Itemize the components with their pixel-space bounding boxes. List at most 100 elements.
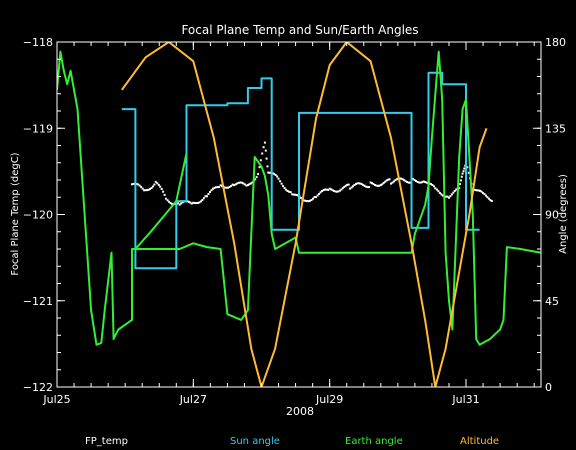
fp-temp-point bbox=[338, 189, 341, 192]
series-line-earth-angle bbox=[134, 152, 188, 250]
fp-temp-point bbox=[441, 194, 444, 197]
y2-axis-label: Angle (degrees) bbox=[558, 174, 569, 254]
fp-temp-point bbox=[242, 182, 245, 185]
fp-temp-point bbox=[327, 188, 330, 191]
x-tick-label: Jul25 bbox=[42, 393, 70, 406]
axes-layer: −122 −121 −120 −119 −118 0 45 90 135 180 Jul25 Jul2… bbox=[23, 36, 566, 406]
fp-temp-point bbox=[174, 203, 177, 206]
fp-temp-point bbox=[289, 191, 292, 194]
fp-temp-point bbox=[159, 185, 162, 188]
fp-temp-point bbox=[432, 185, 435, 188]
fp-temp-point bbox=[264, 149, 267, 152]
fp-temp-point bbox=[461, 172, 464, 175]
fp-temp-point bbox=[310, 199, 313, 201]
fp-temp-point bbox=[476, 189, 479, 192]
fp-temp-point bbox=[455, 188, 458, 191]
fp-temp-point bbox=[267, 171, 270, 174]
fp-temp-point bbox=[322, 189, 325, 192]
fp-temp-point bbox=[325, 188, 328, 191]
x-tick-label: Jul31 bbox=[451, 393, 479, 406]
fp-temp-point bbox=[394, 179, 397, 182]
series-earth-angle bbox=[57, 50, 541, 346]
fp-temp-point bbox=[166, 199, 169, 202]
fp-temp-point bbox=[230, 184, 233, 187]
fp-temp-point bbox=[450, 193, 453, 196]
y2-tick-label: 0 bbox=[545, 381, 552, 394]
fp-temp-point bbox=[330, 188, 333, 191]
y2-tick-label: 180 bbox=[545, 36, 566, 49]
fp-temp-point bbox=[449, 195, 452, 198]
fp-temp-point bbox=[353, 184, 356, 186]
fp-temp-point bbox=[276, 175, 279, 178]
fp-temp-point bbox=[344, 184, 347, 187]
fp-temp-point bbox=[131, 183, 133, 186]
fp-temp-point bbox=[363, 184, 366, 187]
fp-temp-point bbox=[403, 179, 406, 182]
fp-temp-point bbox=[368, 186, 371, 189]
y-tick-label: −121 bbox=[23, 295, 53, 308]
fp-temp-point bbox=[257, 173, 260, 176]
fp-temp-point bbox=[422, 180, 425, 183]
fp-temp-point bbox=[216, 186, 219, 189]
fp-temp-point bbox=[157, 183, 160, 186]
fp-temp-point bbox=[239, 181, 242, 184]
x-tick-label: Jul29 bbox=[315, 393, 343, 406]
fp-temp-point bbox=[392, 180, 395, 183]
fp-temp-point bbox=[151, 185, 154, 188]
fp-temp-point bbox=[280, 182, 283, 185]
fp-temp-point bbox=[237, 181, 240, 184]
fp-temp-point bbox=[404, 180, 407, 183]
fp-temp-point bbox=[137, 183, 139, 186]
fp-temp-point bbox=[467, 171, 470, 174]
fp-temp-point bbox=[221, 185, 224, 188]
fp-temp-point bbox=[307, 200, 310, 203]
fp-temp-point bbox=[356, 182, 359, 185]
fp-temp-point bbox=[202, 197, 205, 200]
fp-temp-point bbox=[395, 178, 398, 181]
fp-temp-point bbox=[144, 189, 147, 192]
fp-temp-point bbox=[132, 182, 135, 185]
fp-temp-point bbox=[460, 175, 463, 178]
fp-temp-point bbox=[489, 199, 492, 202]
fp-temp-point bbox=[437, 190, 440, 193]
fp-temp-point bbox=[487, 197, 490, 200]
fp-temp-point bbox=[388, 178, 391, 181]
fp-temp-point bbox=[444, 195, 447, 198]
fp-temp-point bbox=[212, 187, 214, 190]
fp-temp-point bbox=[259, 159, 262, 162]
fp-temp-point bbox=[366, 186, 369, 189]
y-tick-label: −118 bbox=[23, 36, 53, 49]
fp-temp-point bbox=[343, 185, 346, 188]
fp-temp-point bbox=[412, 177, 414, 180]
fp-temp-point bbox=[154, 180, 157, 183]
legend-entry-earth-angle: Earth angle bbox=[345, 436, 403, 447]
fp-temp-point bbox=[390, 182, 392, 185]
series-line-altitude bbox=[120, 42, 488, 387]
fp-temp-point bbox=[462, 170, 465, 173]
fp-temp-point bbox=[165, 197, 168, 200]
fp-temp-point bbox=[407, 181, 410, 184]
series-layer bbox=[57, 42, 541, 387]
fp-temp-point bbox=[195, 202, 198, 205]
y2-tick-label: 135 bbox=[545, 122, 566, 135]
fp-temp-point bbox=[189, 201, 192, 204]
fp-temp-point bbox=[246, 184, 249, 187]
fp-temp-point bbox=[225, 186, 228, 189]
fp-temp-point bbox=[240, 181, 243, 184]
fp-temp-point bbox=[227, 186, 230, 189]
fp-temp-point bbox=[206, 195, 208, 198]
fp-temp-point bbox=[243, 183, 246, 186]
fp-temp-point bbox=[384, 180, 387, 183]
fp-temp-point bbox=[369, 181, 372, 184]
fp-temp-point bbox=[198, 201, 201, 204]
fp-temp-point bbox=[486, 196, 489, 199]
fp-temp-point bbox=[458, 187, 461, 190]
fp-temp-point bbox=[266, 165, 269, 168]
fp-temp-point bbox=[304, 199, 307, 202]
fp-temp-point bbox=[181, 201, 184, 204]
fp-temp-point bbox=[365, 185, 368, 188]
fp-temp-point bbox=[306, 200, 308, 203]
fp-temp-point bbox=[375, 184, 378, 187]
fp-temp-point bbox=[190, 202, 193, 205]
